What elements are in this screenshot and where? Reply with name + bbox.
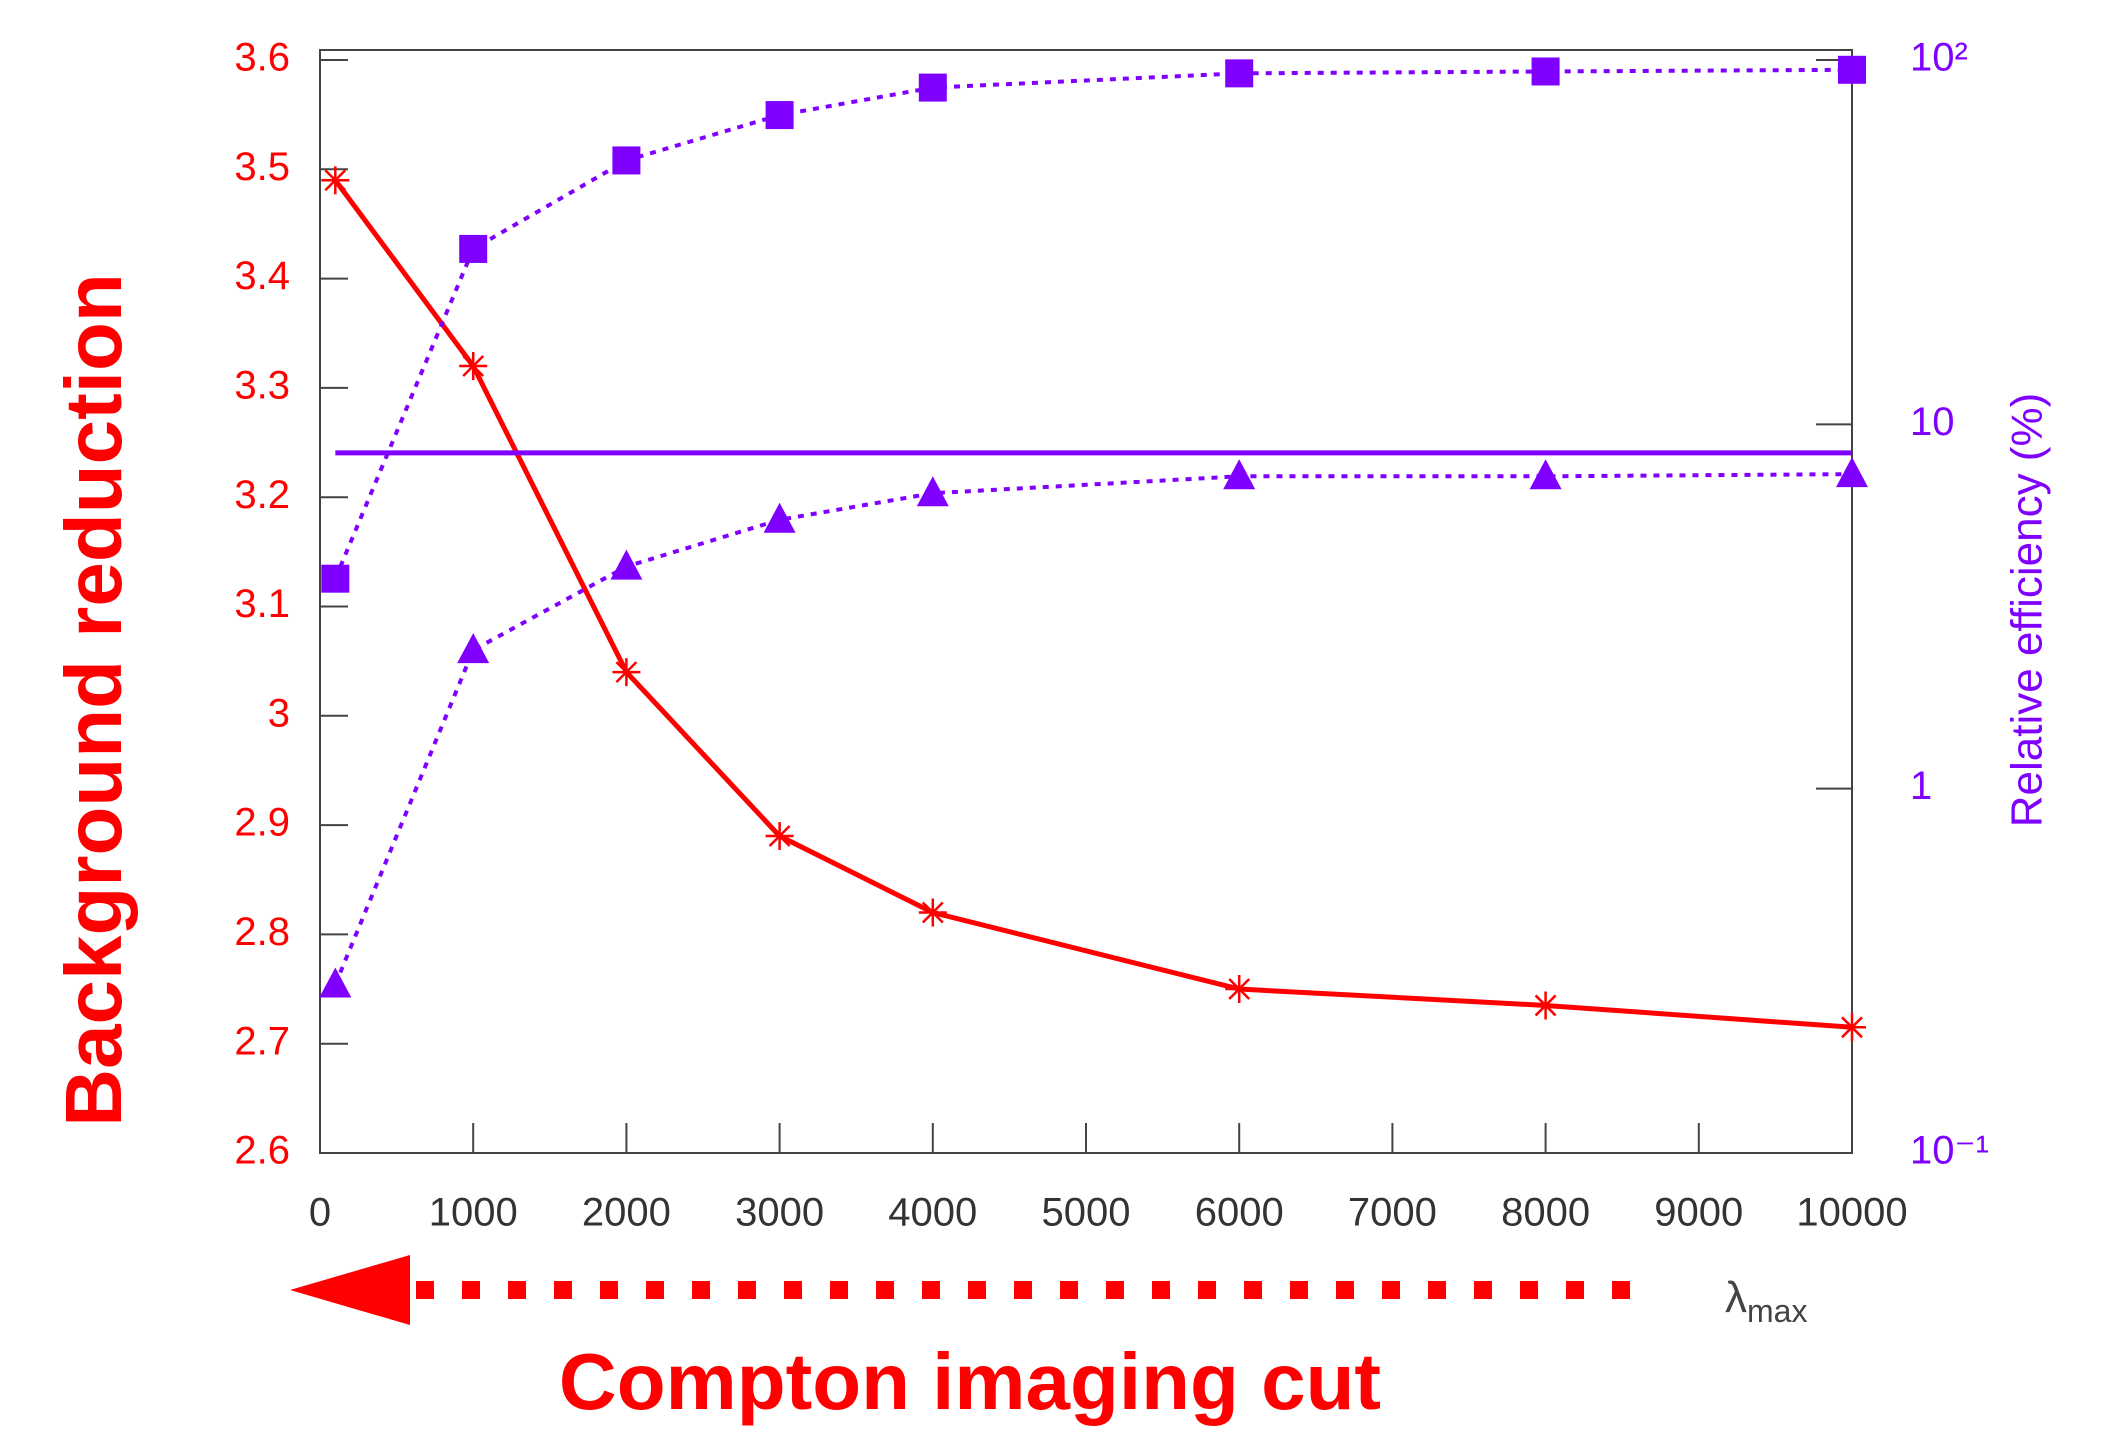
triangle-marker <box>1529 459 1562 490</box>
y-tick-label: 3.3 <box>234 363 290 407</box>
x-tick-label: 2000 <box>582 1191 671 1235</box>
y-tick-label: 3 <box>268 691 290 735</box>
y-tick-label: 3.1 <box>234 582 290 626</box>
square-marker <box>1531 57 1560 86</box>
x-tick-label: 7000 <box>1348 1191 1437 1235</box>
x-tick-label: 0 <box>309 1191 331 1235</box>
square-marker <box>918 73 947 102</box>
star-marker <box>765 822 794 851</box>
x-axis-label: λmax <box>1725 1273 1807 1330</box>
y-tick-label: 3.4 <box>234 254 290 298</box>
triangle-marker <box>1836 457 1868 488</box>
square-marker <box>612 146 641 175</box>
x-tick-label: 9000 <box>1654 1191 1743 1235</box>
triangle-marker <box>610 549 643 580</box>
y2-tick-label: 1 <box>1910 764 1932 808</box>
y-tick-label: 2.8 <box>234 910 290 954</box>
x-tick-label: 5000 <box>1042 1191 1131 1235</box>
square-marker <box>459 234 488 263</box>
y-tick-label: 2.6 <box>234 1129 290 1173</box>
triangle-marker <box>457 633 490 664</box>
x-tick-label: 8000 <box>1501 1191 1590 1235</box>
y2-tick-label: 10 <box>1910 400 1955 444</box>
star-marker <box>459 352 488 381</box>
y-tick-label: 3.5 <box>234 145 290 189</box>
star-marker <box>321 166 350 195</box>
x-label-symbol: λ <box>1725 1273 1747 1322</box>
y-tick-label: 2.7 <box>234 1019 290 1063</box>
triangle-marker <box>319 967 352 998</box>
square-marker <box>1838 55 1866 84</box>
annotation: Compton imaging cut <box>559 1337 1381 1426</box>
y-tick-label: 3.2 <box>234 473 290 517</box>
square-marker <box>1225 59 1254 88</box>
star-marker <box>1838 1013 1866 1042</box>
x-tick-label: 3000 <box>735 1191 824 1235</box>
x-tick-label: 1000 <box>429 1191 518 1235</box>
y2-axis-label: Relative efficiency (%) <box>2003 393 2052 827</box>
y-tick-label: 2.9 <box>234 801 290 845</box>
star-marker <box>918 898 947 927</box>
x-tick-label: 6000 <box>1195 1191 1284 1235</box>
arrow-head <box>290 1255 410 1325</box>
star-marker <box>1225 975 1254 1004</box>
y2-tick-label: 10⁻¹ <box>1910 1129 1989 1173</box>
y2-tick-label: 10² <box>1910 36 1968 80</box>
square-marker <box>765 101 794 130</box>
x-label-subscript: max <box>1747 1293 1807 1329</box>
y-tick-label: 3.6 <box>234 36 290 80</box>
x-tick-label: 10000 <box>1796 1191 1907 1235</box>
series-line <box>333 178 1853 1030</box>
triangle-marker <box>763 502 796 533</box>
series-line <box>333 472 1853 986</box>
triangle-marker <box>1223 459 1256 490</box>
plot-frame <box>319 49 1853 1154</box>
y-axis-label: Background reduction <box>49 273 138 1126</box>
x-tick-label: 4000 <box>888 1191 977 1235</box>
star-marker <box>612 658 641 687</box>
series-line <box>333 67 1853 580</box>
triangle-marker <box>916 476 949 507</box>
star-marker <box>1531 991 1560 1020</box>
square-marker <box>321 564 350 593</box>
